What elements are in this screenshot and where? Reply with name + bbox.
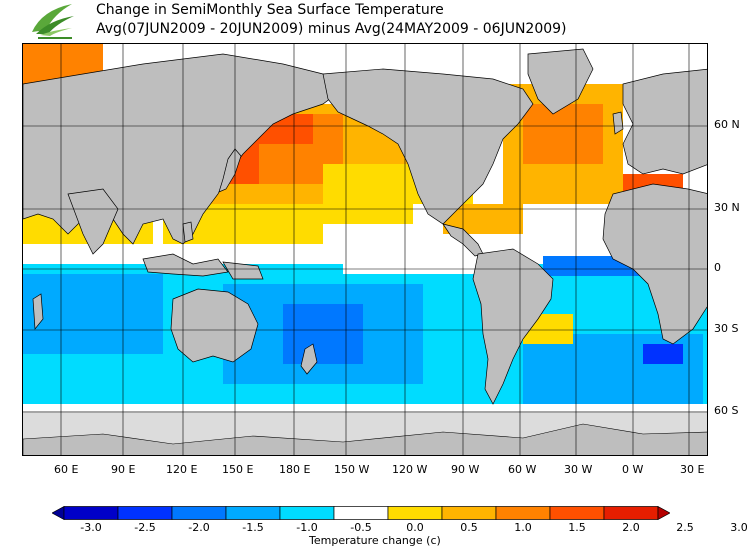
legend-swatch xyxy=(63,506,119,520)
map-title: Change in SemiMonthly Sea Surface Temper… xyxy=(96,2,444,18)
anomaly-north-atlantic-hot xyxy=(523,104,603,164)
legend-swatch xyxy=(495,506,551,520)
sst-change-map xyxy=(22,43,708,456)
legend-tick-label: 1.5 xyxy=(568,521,586,534)
legend-tick-label: -1.0 xyxy=(296,521,318,534)
madagascar-land xyxy=(32,293,44,330)
anomaly-south-pacific-deep xyxy=(283,304,363,364)
agency-logo xyxy=(28,2,78,42)
color-legend-bar xyxy=(52,506,670,520)
north-america-land xyxy=(322,68,534,225)
new-guinea-land xyxy=(222,261,264,280)
legend-tick-label: -1.5 xyxy=(242,521,264,534)
uk-land xyxy=(612,111,624,135)
lat-label-60s: 60 S xyxy=(714,404,739,417)
legend-swatch xyxy=(225,506,281,520)
lon-label-90e: 90 E xyxy=(111,463,136,476)
lat-label-60n: 60 N xyxy=(714,118,740,131)
legend-tick-label: 0.0 xyxy=(406,521,424,534)
legend-swatch xyxy=(441,506,497,520)
anomaly-npac-yellow xyxy=(323,164,413,224)
legend-swatch xyxy=(549,506,605,520)
antarctica-land xyxy=(23,423,707,455)
legend-tick-label: 3.0 xyxy=(730,521,748,534)
legend-arrow-low xyxy=(52,506,65,520)
lon-label-30w: 30 W xyxy=(564,463,593,476)
color-legend-label: Temperature change (c) xyxy=(309,534,441,547)
anomaly-south-atlantic-deep xyxy=(643,344,683,364)
lon-label-0w: 0 W xyxy=(622,463,644,476)
legend-swatch xyxy=(279,506,335,520)
legend-swatch xyxy=(387,506,443,520)
anomaly-eq-pacific-white xyxy=(343,244,483,274)
south-america-land xyxy=(472,248,554,405)
lon-label-180e: 180 E xyxy=(279,463,311,476)
legend-swatch xyxy=(171,506,227,520)
legend-tick-label: 0.5 xyxy=(460,521,478,534)
lon-label-60w: 60 W xyxy=(508,463,537,476)
australia-land xyxy=(170,288,259,363)
lon-label-150w: 150 W xyxy=(334,463,370,476)
legend-tick-label: 2.5 xyxy=(676,521,694,534)
europe-land xyxy=(622,68,707,175)
india-land xyxy=(67,188,119,255)
legend-swatch xyxy=(117,506,173,520)
legend-swatch xyxy=(333,506,389,520)
legend-tick-label: -2.5 xyxy=(134,521,156,534)
legend-tick-label: 1.0 xyxy=(514,521,532,534)
lon-label-90w: 90 W xyxy=(451,463,480,476)
legend-arrow-high xyxy=(657,506,670,520)
map-subtitle: Avg(07JUN2009 - 20JUN2009) minus Avg(24M… xyxy=(96,21,567,37)
legend-tick-label: -2.0 xyxy=(188,521,210,534)
lon-label-30e: 30 E xyxy=(680,463,705,476)
lon-label-60e: 60 E xyxy=(54,463,79,476)
philippines-land xyxy=(182,221,194,243)
lon-label-120e: 120 E xyxy=(166,463,198,476)
japan-land xyxy=(218,148,242,193)
lat-label-equator: 0 xyxy=(714,261,721,274)
legend-swatch xyxy=(603,506,659,520)
new-zealand-land xyxy=(300,343,318,375)
africa-land xyxy=(602,183,707,345)
lon-label-120w: 120 W xyxy=(392,463,428,476)
legend-tick-label: 2.0 xyxy=(622,521,640,534)
legend-tick-label: -0.5 xyxy=(350,521,372,534)
lat-label-30n: 30 N xyxy=(714,201,740,214)
lon-label-150e: 150 E xyxy=(222,463,254,476)
indonesia-land xyxy=(142,253,229,277)
greenland-land xyxy=(527,48,594,115)
lat-label-30s: 30 S xyxy=(714,322,739,335)
anomaly-indian-cool xyxy=(23,274,163,354)
legend-tick-label: -3.0 xyxy=(80,521,102,534)
